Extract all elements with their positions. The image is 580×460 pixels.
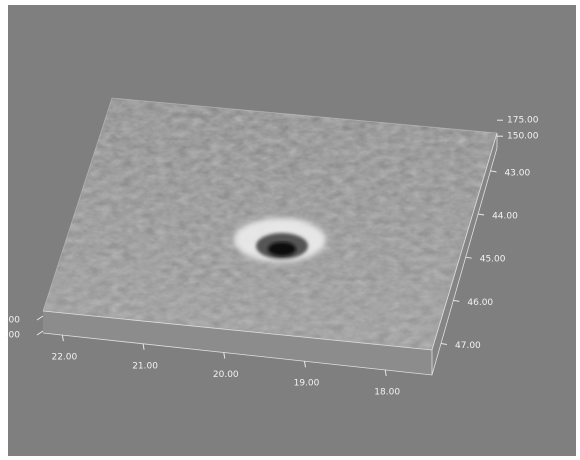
z-tick-label: .00 (6, 316, 21, 326)
z-tick-label: 150.00 (507, 132, 539, 142)
x-tick-label: 21.00 (132, 361, 158, 371)
x-tick-label: 22.00 (51, 353, 77, 363)
chart: 22.00 21.00 20.00 19.00 18.00 43.00 44.00 45.00… (0, 0, 580, 460)
y-tick-label: 44.00 (492, 212, 518, 222)
y-tick-label: 47.00 (455, 341, 481, 351)
y-tick-label: 45.00 (480, 255, 506, 265)
z-tick-label: .00 (6, 331, 21, 341)
x-tick-label: 19.00 (294, 379, 320, 389)
y-tick-label: 43.00 (504, 168, 530, 178)
y-tick-label: 46.00 (467, 298, 493, 308)
z-tick-label: 175.00 (507, 116, 539, 126)
x-tick-label: 20.00 (213, 370, 239, 380)
page: {"chart_data": {"type": "surface3d", "xt… (0, 0, 580, 460)
crater-pit (268, 242, 296, 256)
surface (40, 95, 500, 375)
x-tick-label: 18.00 (374, 387, 400, 397)
